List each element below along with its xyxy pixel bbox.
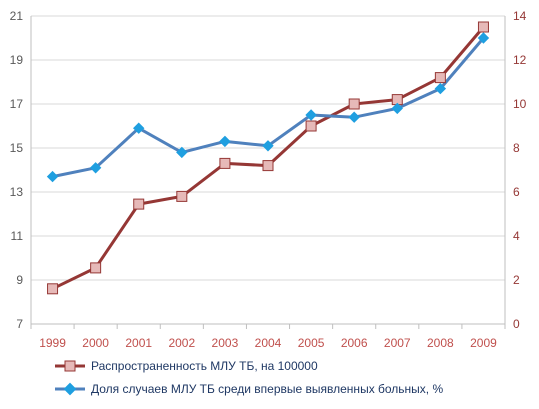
data-point-diamond <box>262 140 274 152</box>
left-y-axis-ticks: 7 9 11 13 15 17 19 21 <box>10 9 24 331</box>
left-y-tick-label: 13 <box>10 185 24 199</box>
x-tick-label: 2005 <box>298 336 325 350</box>
x-tick-label: 2006 <box>341 336 368 350</box>
data-point-diamond <box>305 109 317 121</box>
series-lines <box>51 26 485 291</box>
data-point-diamond <box>434 82 447 95</box>
data-point-diamond <box>219 135 231 148</box>
data-point-square <box>176 190 188 202</box>
series-line-1 <box>52 37 485 179</box>
x-tick-label: 2000 <box>82 336 109 350</box>
x-tick-label: 2008 <box>427 336 454 350</box>
legend-swatch-marker-share <box>63 382 77 396</box>
legend-label-prevalence: Распространенность МЛУ ТБ, на 100000 <box>91 359 318 373</box>
left-y-tick-label: 15 <box>10 141 24 155</box>
x-tick-label: 2003 <box>212 336 239 350</box>
data-point-square <box>90 262 102 274</box>
legend-entry-prevalence: Распространенность МЛУ ТБ, на 100000 <box>55 359 318 373</box>
data-point-diamond <box>176 146 188 159</box>
right-y-tick-label: 10 <box>513 97 527 111</box>
series-line-0 <box>51 26 485 291</box>
x-tick-label: 2004 <box>255 336 282 350</box>
data-point-square <box>47 283 59 295</box>
left-y-tick-label: 9 <box>16 273 23 287</box>
series-markers <box>46 21 490 295</box>
left-y-tick-label: 11 <box>11 229 24 243</box>
right-y-axis-ticks: 0 2 4 6 8 10 12 14 <box>513 9 527 331</box>
legend-swatch-marker-prevalence <box>64 360 76 372</box>
data-point-diamond <box>89 162 102 174</box>
right-y-tick-label: 2 <box>513 273 520 287</box>
right-y-tick-label: 0 <box>513 317 520 331</box>
data-point-diamond <box>391 102 403 115</box>
data-point-diamond <box>133 122 145 134</box>
left-y-tick-label: 17 <box>10 97 24 111</box>
right-y-tick-label: 8 <box>513 141 520 155</box>
legend: Распространенность МЛУ ТБ, на 100000 Дол… <box>55 359 443 396</box>
data-point-square <box>305 120 317 132</box>
data-point-diamond <box>46 170 59 183</box>
right-y-tick-label: 12 <box>513 53 527 67</box>
data-point-diamond <box>477 32 490 44</box>
x-tick-label: 2009 <box>470 336 497 350</box>
left-y-tick-label: 21 <box>10 9 24 23</box>
legend-label-share: Доля случаев МЛУ ТБ среди впервые выявле… <box>91 382 443 396</box>
right-y-tick-label: 14 <box>513 9 527 23</box>
x-tick-label: 1999 <box>39 336 66 350</box>
right-y-tick-label: 4 <box>513 229 520 243</box>
data-point-square <box>133 198 145 210</box>
left-y-tick-label: 7 <box>16 317 23 331</box>
data-point-diamond <box>348 111 360 123</box>
data-point-square <box>434 72 446 84</box>
data-point-square <box>262 160 274 172</box>
x-tick-label: 2007 <box>384 336 411 350</box>
axes <box>30 16 506 329</box>
legend-entry-share: Доля случаев МЛУ ТБ среди впервые выявле… <box>55 382 443 396</box>
x-tick-label: 2002 <box>168 336 195 350</box>
data-point-square <box>219 157 231 169</box>
left-y-tick-label: 19 <box>10 53 24 67</box>
data-point-square <box>477 21 489 33</box>
x-tick-label: 2001 <box>125 336 152 350</box>
x-axis-ticks: 1999 2000 2001 2002 2003 2004 2005 2006 2007 2008… <box>39 336 497 350</box>
data-point-square <box>348 98 360 110</box>
right-y-tick-label: 6 <box>513 185 520 199</box>
grid-lines <box>31 15 505 281</box>
